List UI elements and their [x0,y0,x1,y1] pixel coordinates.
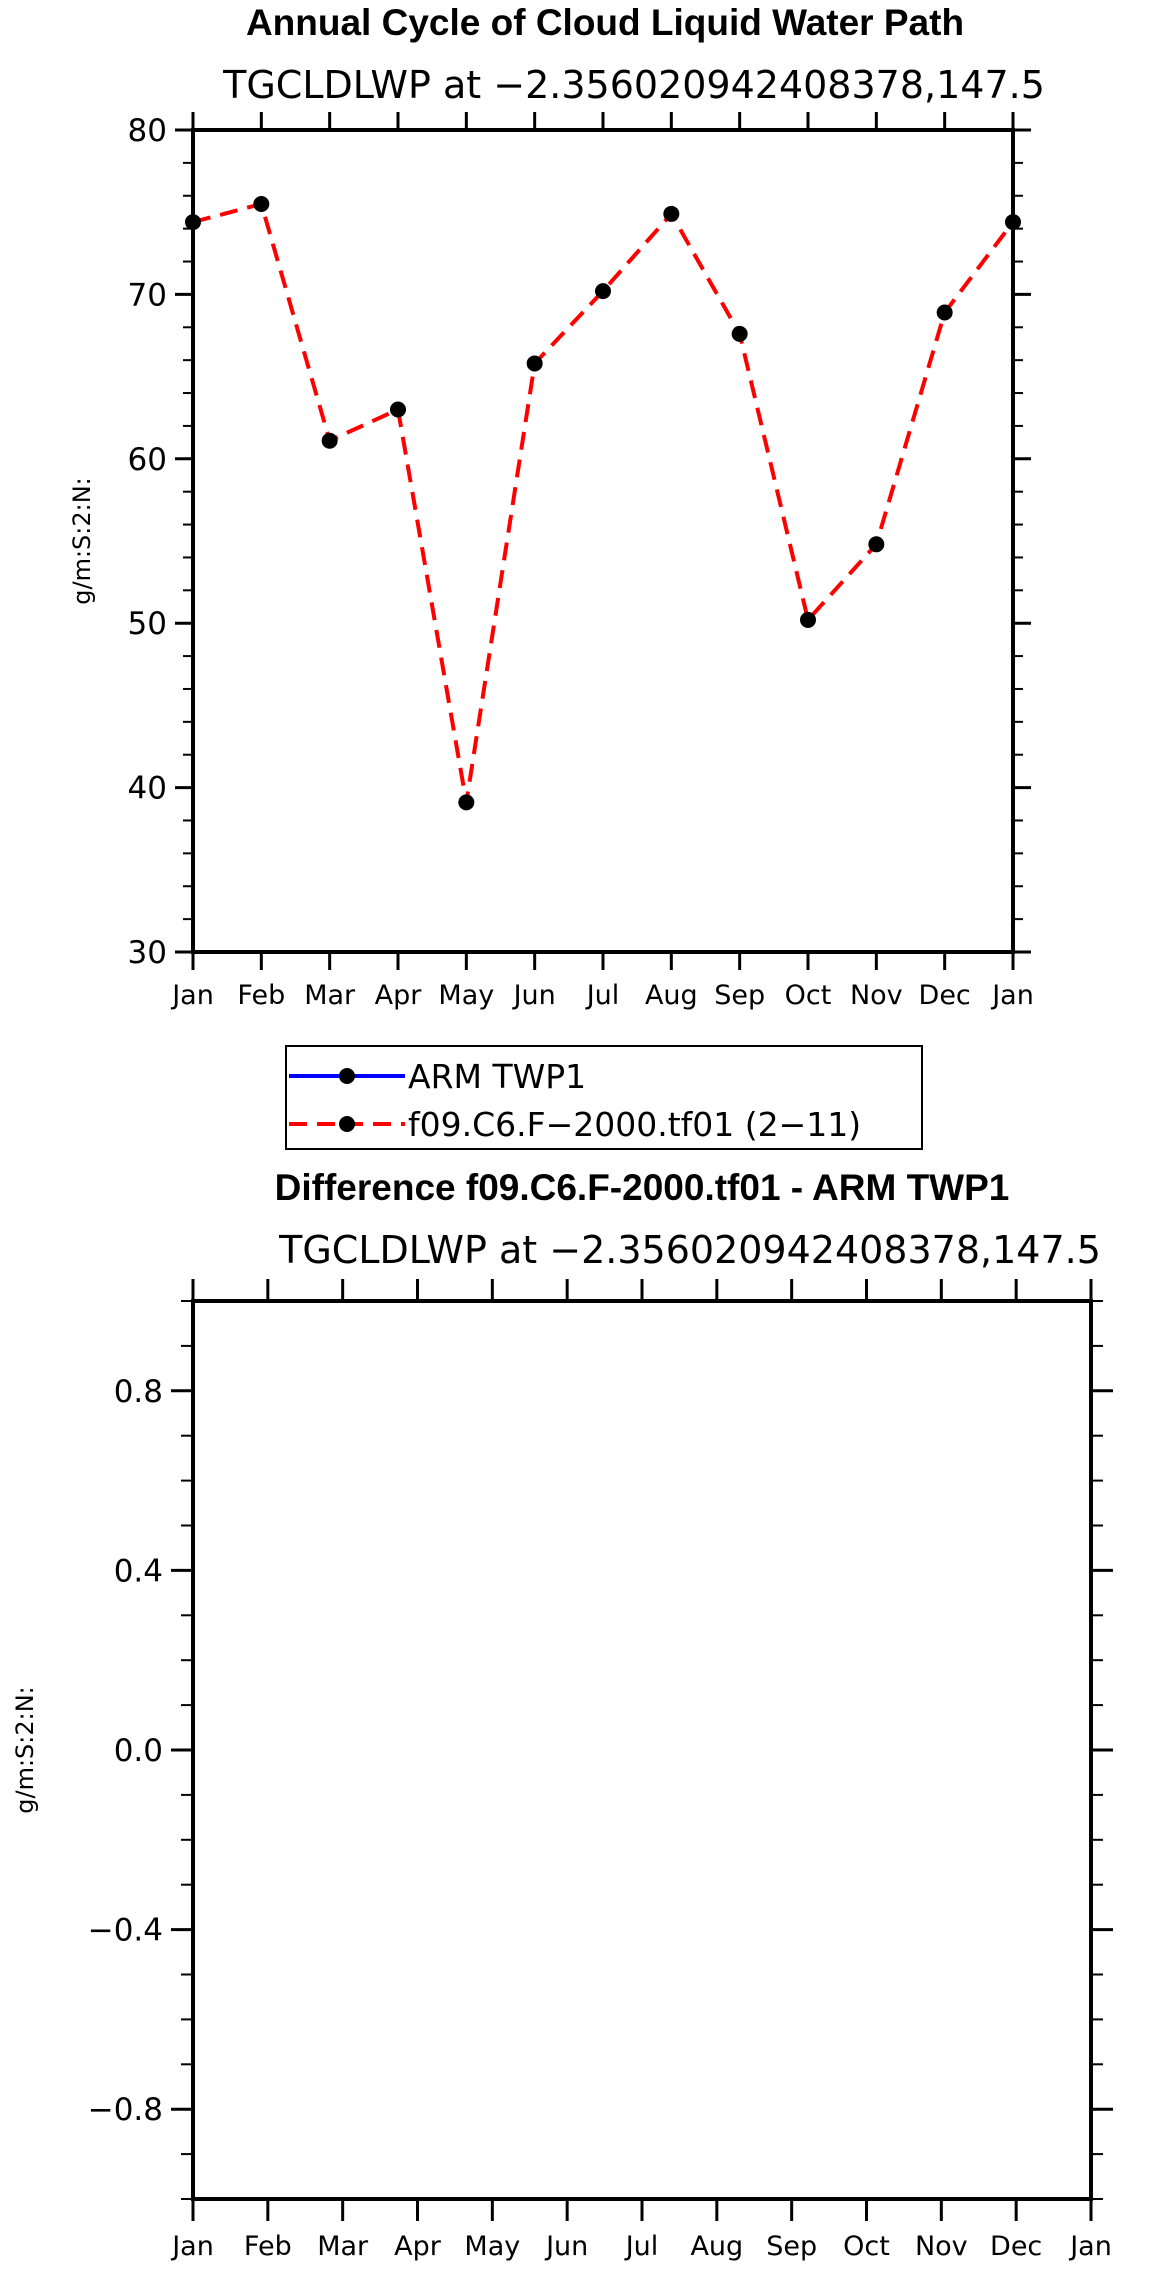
legend-label-f09: f09.C6.F−2000.tf01 (2−11) [408,1105,861,1144]
y-tick-label: 40 [128,771,167,807]
data-point [526,355,543,372]
chart1-plot-frame [191,128,1015,954]
chart2-plot-frame [191,1299,1093,2201]
data-point [253,195,270,212]
data-point [731,325,748,342]
x-tick-label: Jul [624,2231,659,2262]
y-tick-label: −0.8 [88,2092,163,2128]
chart1-subtitle: TGCLDLWP at −2.356020942408378,147.5 [222,63,1045,107]
x-tick-label: May [464,2231,520,2262]
chart2-title: Difference f09.C6.F-2000.tf01 - ARM TWP1 [275,1167,1010,1208]
x-tick-label: Oct [843,2231,890,2262]
legend-marker-arm-twp1 [339,1068,355,1084]
chart2-subtitle: TGCLDLWP at −2.356020942408378,147.5 [278,1228,1101,1272]
y-tick-label: 0.4 [114,1553,163,1589]
y-tick-label: 0.0 [114,1733,163,1769]
x-tick-label: Sep [714,980,765,1011]
y-tick-label: 50 [128,606,167,642]
data-point [458,794,475,811]
x-tick-label: Mar [317,2231,369,2262]
x-tick-label: May [438,980,494,1011]
x-tick-label: Jun [512,980,556,1011]
y-tick-label: 80 [128,113,167,149]
x-tick-label: Oct [785,980,832,1011]
x-tick-label: Feb [244,2231,292,2262]
x-tick-label: Sep [766,2231,817,2262]
data-point [390,401,406,418]
data-point [321,432,338,449]
x-tick-label: Aug [690,2231,743,2262]
y-tick-label: 0.8 [114,1374,163,1410]
legend-box [285,1045,923,1150]
x-tick-label: Dec [990,2231,1042,2262]
x-tick-label: Apr [375,980,423,1011]
legend-marker-f09 [339,1116,355,1132]
chart2-y-axis-label: g/m:S:2:N: [11,1686,39,1814]
x-tick-label: Mar [304,980,356,1011]
data-point [185,214,201,231]
x-tick-label: Jan [990,980,1034,1011]
x-tick-label: Apr [394,2231,442,2262]
data-point [936,304,953,321]
data-point [868,536,885,553]
x-tick-label: Nov [915,2231,968,2262]
x-tick-label: Jan [170,980,214,1011]
y-tick-label: 70 [128,277,167,313]
data-point [663,205,680,222]
difference-chart: Difference f09.C6.F-2000.tf01 - ARM TWP1… [11,1167,1113,2262]
chart1-y-axis-label: g/m:S:2:N: [68,477,96,605]
y-tick-label: 60 [128,442,167,478]
x-tick-label: Dec [919,980,971,1011]
legend: ARM TWP1 f09.C6.F−2000.tf01 (2−11) [285,1045,923,1150]
data-point [595,283,611,300]
x-tick-label: Aug [645,980,698,1011]
x-tick-label: Jun [544,2231,588,2262]
chart1-title: Annual Cycle of Cloud Liquid Water Path [246,2,964,43]
x-tick-label: Jul [585,980,620,1011]
x-tick-label: Nov [850,980,903,1011]
x-tick-label: Jan [170,2231,214,2262]
legend-label-arm-twp1: ARM TWP1 [408,1057,586,1096]
annual-cycle-chart: Annual Cycle of Cloud Liquid Water Path … [68,2,1045,1011]
y-tick-label: 30 [128,935,167,971]
y-tick-label: −0.4 [88,1913,163,1949]
x-tick-label: Jan [1068,2231,1112,2262]
data-point [800,611,816,628]
data-point [1005,214,1021,231]
x-tick-label: Feb [237,980,285,1011]
